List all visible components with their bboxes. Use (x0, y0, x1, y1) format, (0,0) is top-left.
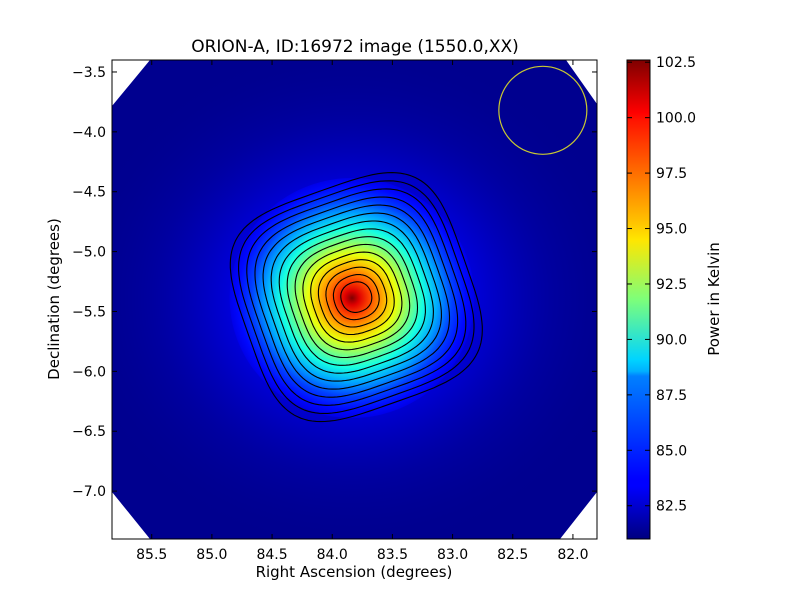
colorbar-tick-label: 97.5 (656, 166, 687, 182)
y-tick-label: −6.5 (72, 424, 106, 440)
x-tick-label: 83.0 (437, 547, 468, 563)
contour-line (229, 172, 483, 423)
colorbar-tick-label: 95.0 (656, 222, 687, 238)
y-axis-ticks: −3.5 −4.0 −4.5 −5.0 −5.5 −6.0 −6.5 −7.0 (72, 65, 597, 500)
contour-line (278, 220, 434, 374)
plot-frame (111, 59, 598, 540)
y-tick-label: −7.0 (72, 484, 106, 500)
beam-circle (498, 65, 588, 155)
y-axis-label: Declination (degrees) (45, 218, 63, 380)
colorbar-tick-label: 90.0 (656, 332, 687, 348)
chart-title: ORION-A, ID:16972 image (1550.0,XX) (191, 37, 519, 57)
plot-area (112, 60, 597, 539)
blank-corner-bottom-right (560, 492, 597, 539)
x-tick-label: 85.0 (196, 547, 227, 563)
contour-line (310, 251, 403, 343)
y-tick-label: −5.5 (72, 304, 106, 320)
contour-line (317, 259, 395, 336)
contour-line (262, 204, 451, 390)
blank-corner-bottom-left (112, 492, 150, 539)
blank-corner-top-left (112, 60, 150, 106)
y-tick-label: −6.0 (72, 364, 106, 380)
x-tick-label: 82.0 (557, 547, 588, 563)
contour-line (340, 281, 373, 313)
x-tick-label: 84.5 (256, 547, 287, 563)
contour-line (294, 236, 419, 359)
contour-line (270, 212, 442, 382)
colorbar-tick-label: 82.5 (656, 499, 687, 515)
colorbar-tick-label: 92.5 (656, 277, 687, 293)
x-axis-ticks: 85.5 85.0 84.5 84.0 83.5 83.0 82.5 82.0 (136, 60, 589, 563)
contour-line (332, 274, 380, 321)
contour-lines (229, 172, 483, 423)
x-tick-label: 82.5 (497, 547, 528, 563)
x-tick-label: 83.5 (377, 547, 408, 563)
y-tick-label: −3.5 (72, 65, 106, 81)
contour-line (286, 228, 426, 366)
contour-line (254, 196, 459, 398)
colorbar-tick-label: 85.0 (656, 443, 687, 459)
colorbar-tick-label: 102.5 (656, 55, 696, 71)
colorbar-label: Power in Kelvin (705, 242, 723, 356)
contour-line (302, 243, 411, 351)
contour-line (246, 188, 467, 406)
x-tick-label: 85.5 (136, 547, 167, 563)
blank-corner-top-right (566, 60, 597, 104)
contour-line (238, 180, 475, 414)
contour-line (325, 266, 388, 328)
y-tick-label: −4.5 (72, 185, 106, 201)
colorbar (626, 59, 651, 540)
colorbar-tick-label: 87.5 (656, 388, 687, 404)
x-axis-label: Right Ascension (degrees) (256, 563, 453, 581)
colorbar-ticks: 82.5 85.0 87.5 90.0 92.5 95.0 97.5 100.0 102.5 (627, 55, 696, 515)
colorbar-tick-label: 100.0 (656, 111, 696, 127)
y-tick-label: −5.0 (72, 245, 106, 261)
x-tick-label: 84.0 (317, 547, 348, 563)
y-tick-label: −4.0 (72, 125, 106, 141)
